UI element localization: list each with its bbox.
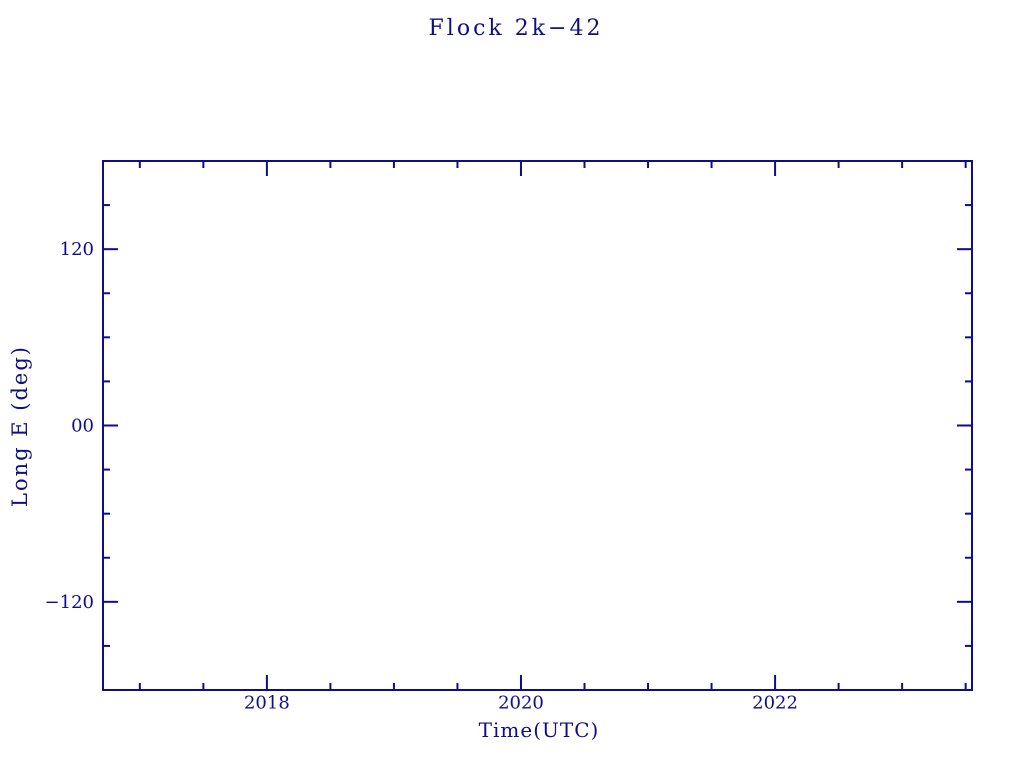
- x-axis-label: Time(UTC): [478, 718, 600, 742]
- plot-frame: [102, 160, 973, 691]
- x-tick-label: 2022: [752, 693, 798, 714]
- y-tick-label: 120: [60, 239, 94, 260]
- y-tick-label: −120: [45, 592, 94, 613]
- x-tick-label: 2020: [498, 693, 544, 714]
- x-tick-label: 2018: [244, 693, 290, 714]
- y-tick-label: 00: [71, 416, 94, 437]
- chart-title: Flock 2k−42: [428, 16, 604, 41]
